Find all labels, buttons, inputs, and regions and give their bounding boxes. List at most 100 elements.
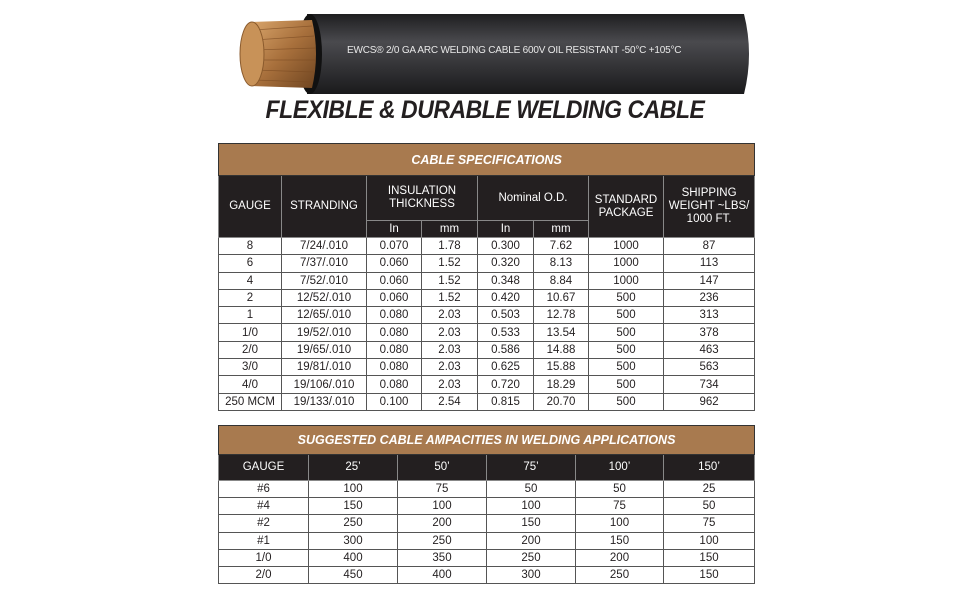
table-cell: 0.080 xyxy=(366,340,422,360)
table-cell: #1 xyxy=(218,531,309,550)
copper-end xyxy=(239,21,265,87)
table-cell: 962 xyxy=(662,392,756,411)
table-cell: 500 xyxy=(588,375,664,394)
table-row: 1 12/65/.010 0.080 2.03 0.503 12.78 500 313 xyxy=(218,306,756,325)
table-cell: 1 xyxy=(218,306,282,325)
table-cell: 7.62 xyxy=(533,236,589,256)
table-cell: 1/0 xyxy=(218,548,309,567)
table-cell: 1/0 xyxy=(218,323,282,342)
table-cell: 563 xyxy=(662,358,756,377)
table-cell: 0.080 xyxy=(366,358,422,377)
table-row: #2 250 200 150 100 75 xyxy=(218,514,756,533)
table-cell: 100 xyxy=(397,497,487,516)
column-header: 75’ xyxy=(486,454,576,481)
table-cell: 2/0 xyxy=(218,565,309,585)
table-row: 2/0 450 400 300 250 150 xyxy=(218,565,756,585)
table-cell: 0.720 xyxy=(477,375,534,394)
table-cell: 19/133/.010 xyxy=(281,392,367,411)
table-cell: 100 xyxy=(575,514,664,533)
table-cell: 12/65/.010 xyxy=(281,306,367,325)
table-cell: 250 xyxy=(397,531,487,550)
table-cell: #2 xyxy=(218,514,309,533)
table-cell: 7/24/.010 xyxy=(281,236,367,256)
table-cell: 2.03 xyxy=(421,323,478,342)
table-cell: 500 xyxy=(588,340,664,360)
table-row: #1 300 250 200 150 100 xyxy=(218,531,756,550)
ampacity-table: SUGGESTED CABLE AMPACITIES IN WELDING AP… xyxy=(217,425,756,585)
header-od-mm: mm xyxy=(533,220,589,238)
table-cell: 2.03 xyxy=(421,358,478,377)
welding-cable-illustration xyxy=(239,14,749,94)
table-cell: 8 xyxy=(218,236,282,256)
table-cell: 1000 xyxy=(588,236,664,256)
table-cell: 300 xyxy=(308,531,398,550)
table-cell: 1000 xyxy=(588,271,664,290)
table-row: 250 MCM 19/133/.010 0.100 2.54 0.815 20.70 500… xyxy=(218,392,756,411)
header-od-in: In xyxy=(477,220,534,238)
table-cell: 0.533 xyxy=(477,323,534,342)
table-cell: 6 xyxy=(218,254,282,273)
table-cell: 0.420 xyxy=(477,288,534,308)
table-cell: 2.54 xyxy=(421,392,478,411)
table-cell: 3/0 xyxy=(218,358,282,377)
table-cell: 12.78 xyxy=(533,306,589,325)
table-cell: 250 xyxy=(486,548,576,567)
table-cell: 0.503 xyxy=(477,306,534,325)
table-cell: 147 xyxy=(662,271,756,290)
table-cell: 50 xyxy=(662,497,756,516)
header-insulation: INSULATION THICKNESS xyxy=(366,175,478,221)
table-cell: 7/37/.010 xyxy=(281,254,367,273)
table-cell: 0.060 xyxy=(366,271,422,290)
column-header: GAUGE xyxy=(218,454,309,481)
table-cell: 75 xyxy=(662,514,756,533)
table-cell: 8.84 xyxy=(533,271,589,290)
table-row: 6 7/37/.010 0.060 1.52 0.320 8.13 1000 113 xyxy=(218,254,756,273)
table-cell: 0.100 xyxy=(366,392,422,411)
header-ins-mm: mm xyxy=(421,220,478,238)
table-cell: 4 xyxy=(218,271,282,290)
table-title: SUGGESTED CABLE AMPACITIES IN WELDING AP… xyxy=(217,425,756,455)
table-cell: 2/0 xyxy=(218,340,282,360)
table-cell: 0.300 xyxy=(477,236,534,256)
table-cell: 100 xyxy=(662,531,756,550)
page-title: FLEXIBLE & DURABLE WELDING CABLE xyxy=(265,96,705,124)
table-cell: 1.52 xyxy=(421,254,478,273)
table-row: 1/0 400 350 250 200 150 xyxy=(218,548,756,567)
table-cell: 150 xyxy=(575,531,664,550)
table-row: 2 12/52/.010 0.060 1.52 0.420 10.67 500 236 xyxy=(218,288,756,308)
table-cell: 50 xyxy=(486,479,576,499)
table-row: 4 7/52/.010 0.060 1.52 0.348 8.84 1000 147 xyxy=(218,271,756,290)
table-cell: 300 xyxy=(486,565,576,585)
table-cell: 400 xyxy=(397,565,487,585)
table-cell: 400 xyxy=(308,548,398,567)
table-cell: 150 xyxy=(308,497,398,516)
table-cell: 463 xyxy=(662,340,756,360)
table-cell: 0.320 xyxy=(477,254,534,273)
column-header: 25’ xyxy=(308,454,398,481)
table-cell: 0.080 xyxy=(366,323,422,342)
table-cell: #6 xyxy=(218,479,309,499)
column-header: 150’ xyxy=(662,454,756,481)
table-cell: 75 xyxy=(397,479,487,499)
table-cell: 500 xyxy=(588,288,664,308)
table-cell: 500 xyxy=(588,358,664,377)
header-stranding: STRANDING xyxy=(281,175,367,238)
table-cell: 19/52/.010 xyxy=(281,323,367,342)
table-cell: 236 xyxy=(662,288,756,308)
table-cell: 8.13 xyxy=(533,254,589,273)
table-cell: 1.78 xyxy=(421,236,478,256)
table-cell: 0.348 xyxy=(477,271,534,290)
table-cell: 13.54 xyxy=(533,323,589,342)
table-cell: 1.52 xyxy=(421,271,478,290)
table-cell: 250 xyxy=(575,565,664,585)
table-cell: 0.080 xyxy=(366,375,422,394)
table-cell: 7/52/.010 xyxy=(281,271,367,290)
table-cell: 500 xyxy=(588,392,664,411)
header-ins-in: In xyxy=(366,220,422,238)
table-cell: 250 MCM xyxy=(218,392,282,411)
table-cell: 10.67 xyxy=(533,288,589,308)
header-nominal-od: Nominal O.D. xyxy=(477,175,589,221)
table-row: 3/0 19/81/.010 0.080 2.03 0.625 15.88 500 563 xyxy=(218,358,756,377)
cable-jacket xyxy=(307,14,749,94)
table-cell: 150 xyxy=(486,514,576,533)
